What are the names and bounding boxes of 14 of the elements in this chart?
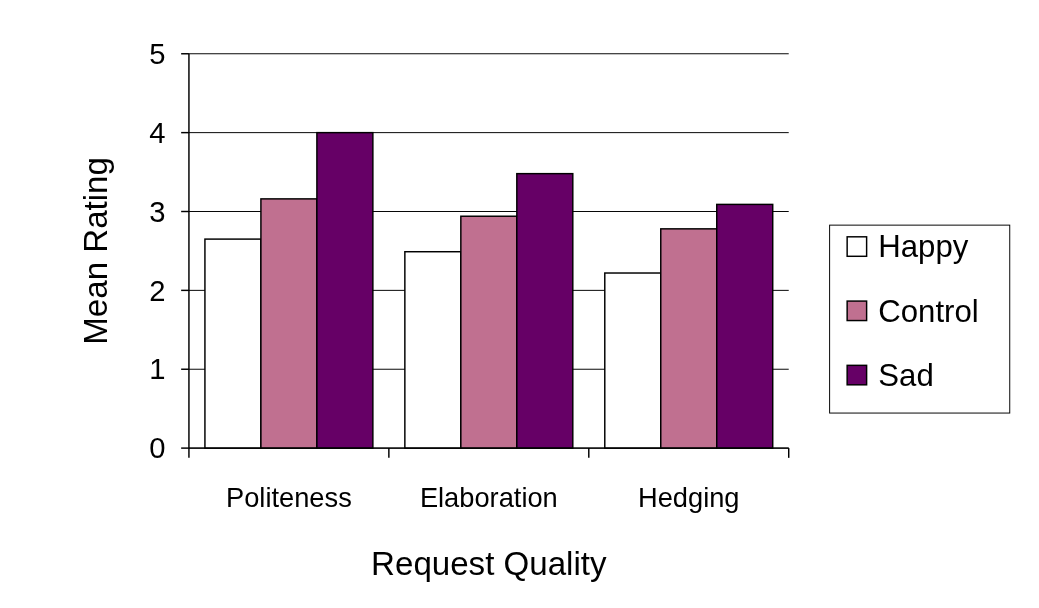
legend-label: Happy — [878, 229, 969, 265]
y-tick-label: 0 — [149, 432, 166, 465]
y-axis-title: Mean Rating — [77, 157, 115, 345]
x-axis-title: Request Quality — [371, 544, 607, 582]
y-tick-label: 4 — [149, 116, 166, 149]
y-tick-label: 2 — [149, 274, 166, 307]
y-tick-label: 1 — [149, 353, 166, 386]
x-tick-label: Politeness — [226, 481, 352, 513]
y-tick-label: 5 — [149, 37, 166, 70]
x-tick-label: Hedging — [638, 481, 740, 513]
y-tick-label: 3 — [149, 195, 166, 228]
x-tick-label: Elaboration — [419, 481, 558, 513]
legend-label: Sad — [878, 357, 934, 393]
legend-label: Control — [878, 293, 979, 329]
